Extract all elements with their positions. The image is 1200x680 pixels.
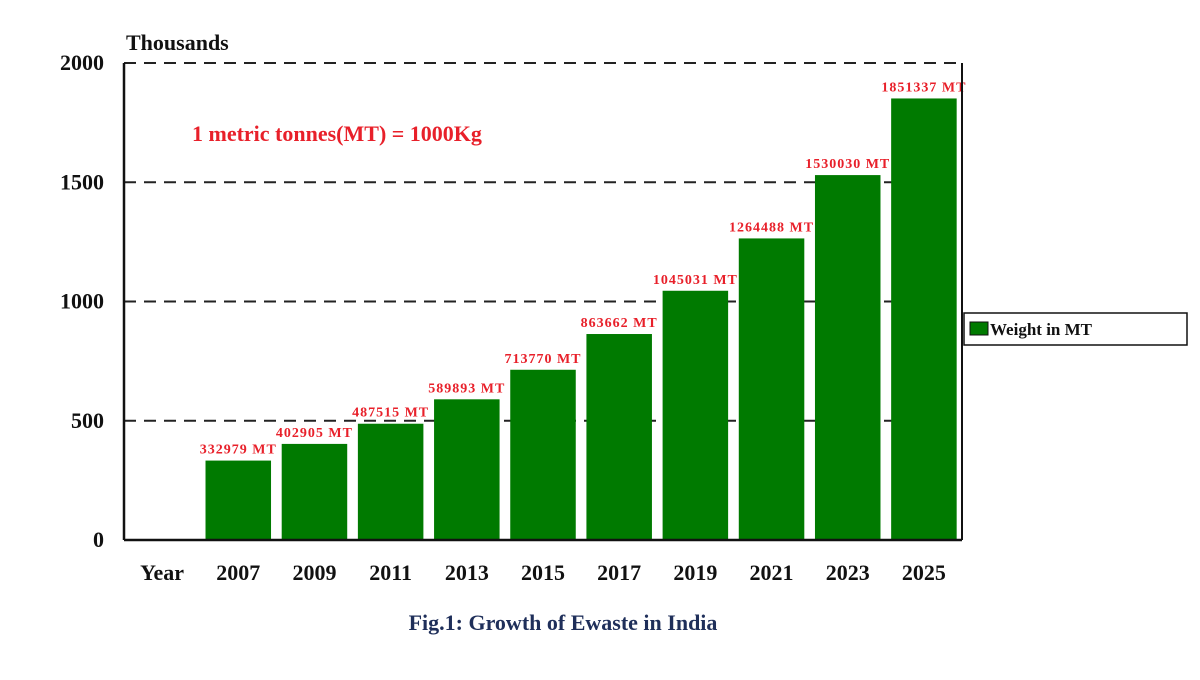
bar [738,238,805,540]
bar-data-label: 1530030 MT [805,157,890,172]
bar-data-label: 863662 MT [581,316,658,331]
x-tick-label: 2013 [445,560,489,585]
x-tick-label: 2019 [673,560,717,585]
bar [662,290,729,540]
figure-caption: Fig.1: Growth of Ewaste in India [409,610,718,635]
legend: Weight in MT [963,312,1188,346]
bar [357,423,424,540]
bars [205,98,957,541]
bar [586,334,652,540]
unit-note: 1 metric tonnes(MT) = 1000Kg [192,121,482,146]
bar [814,175,881,541]
x-tick-label-year: Year [140,560,184,585]
x-tick-label: 2015 [521,560,565,585]
x-tick-label: 2017 [597,560,641,585]
y-tick-label: 1000 [60,289,104,314]
bar [510,369,576,540]
bar-data-label: 332979 MT [200,443,277,458]
y-tick-label: 500 [71,408,104,433]
bar-data-label: 402905 MT [276,426,353,441]
bar [205,460,272,540]
bar [281,443,348,540]
bar [434,399,500,540]
legend-box [963,312,1188,346]
legend-swatch [969,321,989,336]
legend-label: Weight in MT [990,320,1093,339]
y-axis-unit-label: Thousands [126,30,229,55]
bar-data-label: 713770 MT [504,352,581,367]
y-tick-label: 1500 [60,169,104,194]
x-tick-label: 2007 [216,560,260,585]
axes: 0 500 1000 1500 2000 Year 2007 2009 2011 2013 2015… [60,50,963,585]
bar-data-label: 1851337 MT [881,80,966,95]
bar-data-label: 1264488 MT [729,220,814,235]
x-tick-label: 2011 [369,560,412,585]
x-tick-label: 2025 [902,560,946,585]
bar [891,98,957,541]
bar-data-label: 1045031 MT [653,273,738,288]
data-labels: 332979 MT 402905 MT 487515 MT 589893 MT 7137… [200,80,966,458]
y-tick-label: 2000 [60,50,104,75]
bar-data-label: 487515 MT [352,406,429,421]
x-tick-label: 2021 [750,560,794,585]
x-tick-label: 2023 [826,560,870,585]
bar-data-label: 589893 MT [428,381,505,396]
y-tick-label: 0 [93,527,104,552]
x-tick-label: 2009 [292,560,336,585]
